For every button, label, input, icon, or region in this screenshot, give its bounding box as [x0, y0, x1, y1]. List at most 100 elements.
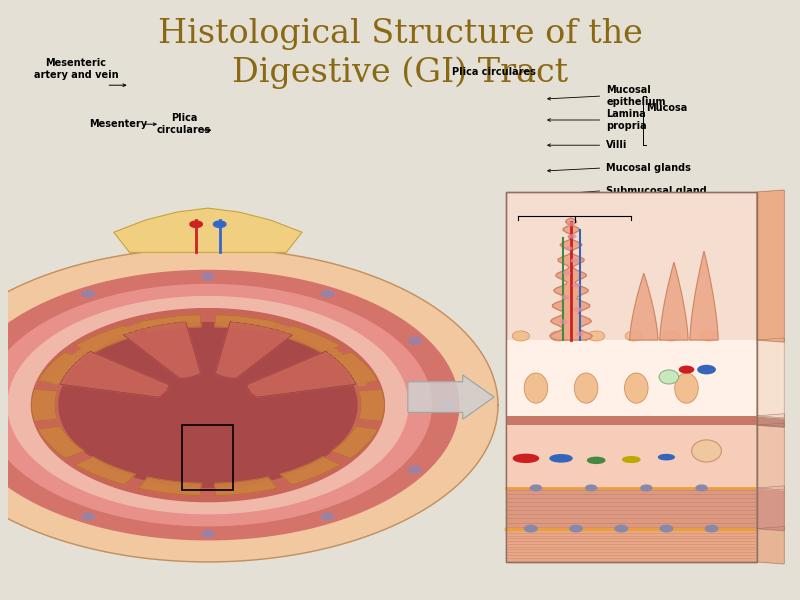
Ellipse shape — [340, 359, 350, 364]
Ellipse shape — [514, 454, 538, 463]
Text: Submucosa: Submucosa — [334, 302, 398, 312]
Ellipse shape — [565, 246, 573, 251]
Polygon shape — [214, 315, 278, 333]
Ellipse shape — [622, 457, 640, 463]
Polygon shape — [280, 457, 341, 485]
Ellipse shape — [126, 326, 135, 331]
Circle shape — [530, 485, 542, 491]
Polygon shape — [757, 527, 784, 564]
Circle shape — [214, 221, 226, 227]
Ellipse shape — [562, 295, 569, 299]
Text: Artery and vein: Artery and vein — [606, 254, 692, 264]
Polygon shape — [31, 389, 58, 421]
Text: Muscularis
mucosae: Muscularis mucosae — [606, 204, 666, 226]
Circle shape — [190, 221, 202, 227]
Ellipse shape — [563, 271, 570, 275]
Text: Villi: Villi — [606, 140, 628, 150]
Text: Mesenteric
artery and vein: Mesenteric artery and vein — [34, 58, 118, 80]
Circle shape — [706, 526, 718, 532]
Polygon shape — [8, 296, 408, 514]
Circle shape — [696, 485, 707, 491]
Polygon shape — [280, 325, 341, 353]
Circle shape — [641, 485, 652, 491]
Polygon shape — [0, 248, 498, 562]
Ellipse shape — [550, 331, 567, 341]
Ellipse shape — [587, 331, 605, 341]
Polygon shape — [0, 271, 459, 540]
Circle shape — [615, 526, 627, 532]
Polygon shape — [757, 190, 784, 342]
Text: Submucosal gland: Submucosal gland — [606, 186, 707, 196]
Polygon shape — [331, 352, 378, 385]
Polygon shape — [138, 477, 201, 496]
Ellipse shape — [574, 373, 598, 403]
Circle shape — [82, 290, 94, 297]
Polygon shape — [757, 486, 784, 530]
Text: Serosa
(visceral
peritoneum): Serosa (visceral peritoneum) — [334, 382, 403, 416]
Ellipse shape — [576, 331, 583, 337]
Polygon shape — [690, 251, 718, 340]
Ellipse shape — [572, 283, 580, 287]
Text: Mesentery: Mesentery — [90, 119, 147, 129]
Ellipse shape — [58, 367, 68, 372]
Ellipse shape — [333, 352, 342, 357]
Bar — [506, 192, 757, 562]
Text: Submucosal
plexus: Submucosal plexus — [606, 276, 673, 298]
Circle shape — [586, 485, 597, 491]
Circle shape — [570, 526, 582, 532]
Text: Lymphatic vessel: Lymphatic vessel — [606, 232, 701, 242]
Bar — [506, 416, 757, 425]
Ellipse shape — [328, 349, 338, 354]
Text: Histological Structure of the
Digestive (GI) Tract: Histological Structure of the Digestive … — [158, 18, 642, 89]
Polygon shape — [75, 325, 135, 353]
Ellipse shape — [82, 347, 90, 352]
Polygon shape — [59, 323, 357, 488]
Ellipse shape — [291, 330, 300, 335]
Polygon shape — [757, 423, 784, 490]
Circle shape — [0, 338, 7, 344]
Ellipse shape — [658, 455, 674, 460]
Ellipse shape — [73, 353, 82, 358]
Ellipse shape — [285, 328, 294, 333]
Ellipse shape — [120, 329, 129, 334]
Ellipse shape — [231, 317, 241, 322]
Polygon shape — [60, 352, 169, 397]
Ellipse shape — [559, 319, 567, 324]
Ellipse shape — [266, 323, 275, 328]
Text: Muscularis
externa: Muscularis externa — [334, 332, 394, 354]
Ellipse shape — [152, 320, 162, 325]
Ellipse shape — [138, 323, 148, 328]
Text: Mucosal glands: Mucosal glands — [606, 163, 691, 173]
Bar — [506, 488, 757, 529]
Ellipse shape — [659, 370, 678, 384]
Circle shape — [82, 514, 94, 520]
Polygon shape — [331, 426, 378, 458]
Text: Mucosa: Mucosa — [334, 274, 376, 284]
Ellipse shape — [337, 356, 346, 361]
Ellipse shape — [69, 357, 78, 362]
Ellipse shape — [512, 331, 530, 341]
Polygon shape — [123, 322, 201, 379]
Ellipse shape — [146, 322, 154, 326]
Circle shape — [409, 466, 422, 473]
Polygon shape — [75, 457, 135, 485]
Ellipse shape — [569, 234, 577, 239]
Ellipse shape — [350, 370, 359, 374]
Ellipse shape — [159, 319, 168, 324]
Text: Mucosa: Mucosa — [646, 103, 688, 113]
Ellipse shape — [352, 373, 362, 378]
Polygon shape — [757, 338, 784, 418]
Polygon shape — [38, 426, 84, 458]
Bar — [506, 340, 757, 416]
Circle shape — [202, 273, 214, 280]
Text: Lamina
propria: Lamina propria — [606, 109, 647, 131]
Polygon shape — [757, 414, 784, 427]
Circle shape — [202, 530, 214, 537]
Text: Circular muscle
layer: Circular muscle layer — [606, 304, 692, 326]
Ellipse shape — [587, 457, 605, 463]
Ellipse shape — [625, 373, 648, 403]
Polygon shape — [247, 352, 356, 397]
Circle shape — [0, 466, 7, 473]
Bar — [506, 192, 757, 562]
Text: Longitudinal
muscle layer: Longitudinal muscle layer — [606, 358, 676, 380]
